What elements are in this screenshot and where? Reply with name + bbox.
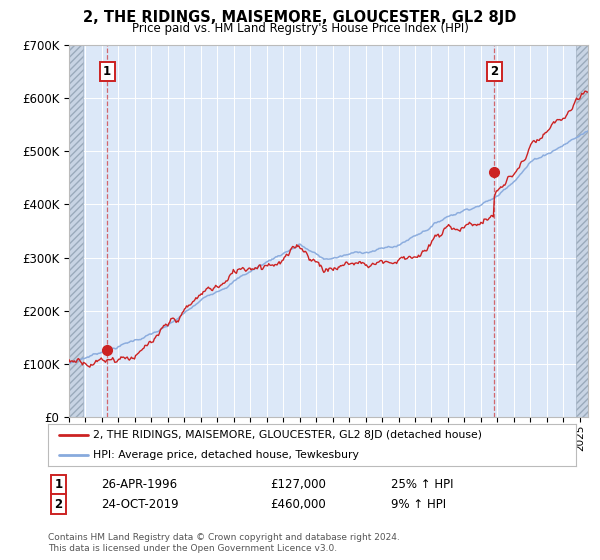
Bar xyxy=(69,45,83,417)
Text: £460,000: £460,000 xyxy=(270,498,326,511)
Text: HPI: Average price, detached house, Tewkesbury: HPI: Average price, detached house, Tewk… xyxy=(93,450,359,460)
Text: 2, THE RIDINGS, MAISEMORE, GLOUCESTER, GL2 8JD: 2, THE RIDINGS, MAISEMORE, GLOUCESTER, G… xyxy=(83,10,517,25)
Text: 26-APR-1996: 26-APR-1996 xyxy=(101,478,177,491)
Text: £127,000: £127,000 xyxy=(270,478,326,491)
Bar xyxy=(577,45,588,417)
Text: 24-OCT-2019: 24-OCT-2019 xyxy=(101,498,178,511)
Text: 1: 1 xyxy=(55,478,62,491)
Text: Price paid vs. HM Land Registry's House Price Index (HPI): Price paid vs. HM Land Registry's House … xyxy=(131,22,469,35)
Text: 2: 2 xyxy=(55,498,62,511)
Text: 9% ↑ HPI: 9% ↑ HPI xyxy=(391,498,446,511)
Text: 1: 1 xyxy=(103,65,111,78)
Text: 25% ↑ HPI: 25% ↑ HPI xyxy=(391,478,454,491)
Text: Contains HM Land Registry data © Crown copyright and database right 2024.
This d: Contains HM Land Registry data © Crown c… xyxy=(48,533,400,553)
Text: 2, THE RIDINGS, MAISEMORE, GLOUCESTER, GL2 8JD (detached house): 2, THE RIDINGS, MAISEMORE, GLOUCESTER, G… xyxy=(93,430,482,440)
Text: 2: 2 xyxy=(490,65,499,78)
